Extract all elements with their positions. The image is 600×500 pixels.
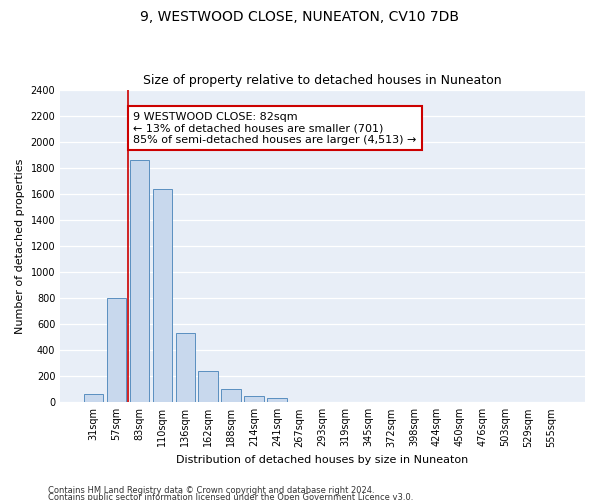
X-axis label: Distribution of detached houses by size in Nuneaton: Distribution of detached houses by size … (176, 455, 469, 465)
Bar (267, 398, 287, 402)
Text: Contains HM Land Registry data © Crown copyright and database right 2024.: Contains HM Land Registry data © Crown c… (48, 486, 374, 495)
Bar (199, 371, 218, 402)
Title: Size of property relative to detached houses in Nuneaton: Size of property relative to detached ho… (143, 74, 502, 87)
Bar (84, 394, 103, 402)
Text: 9, WESTWOOD CLOSE, NUNEATON, CV10 7DB: 9, WESTWOOD CLOSE, NUNEATON, CV10 7DB (140, 10, 460, 24)
Text: 9 WESTWOOD CLOSE: 82sqm
← 13% of detached houses are smaller (701)
85% of semi-d: 9 WESTWOOD CLOSE: 82sqm ← 13% of detache… (133, 112, 416, 145)
Bar (152, 188, 172, 402)
Bar (221, 390, 241, 402)
Text: Contains public sector information licensed under the Open Government Licence v3: Contains public sector information licen… (48, 494, 413, 500)
Bar (244, 396, 263, 402)
Bar (130, 160, 149, 402)
Y-axis label: Number of detached properties: Number of detached properties (15, 158, 25, 334)
Bar (176, 333, 195, 402)
Bar (107, 298, 127, 403)
